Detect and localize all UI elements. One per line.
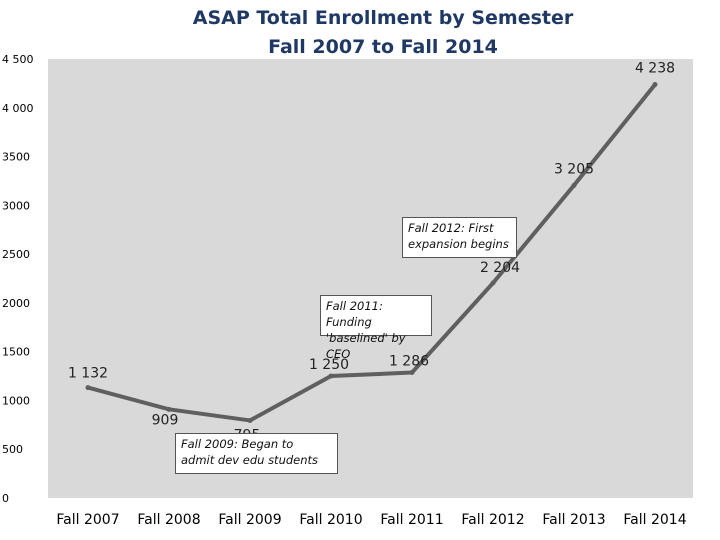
y-tick-label: 3000 <box>2 199 30 212</box>
annotation-fall-2012-line-2: expansion begins <box>408 237 509 251</box>
y-tick-label: 0 <box>2 492 9 505</box>
annotation-fall-2009-line-1: Fall 2009: Began to <box>181 437 294 451</box>
y-tick-label: 2500 <box>2 248 30 261</box>
annotation-fall-2009: Fall 2009: Began to admit dev edu studen… <box>175 433 338 474</box>
data-point <box>490 280 496 286</box>
data-point <box>166 406 172 412</box>
x-tick-label: Fall 2007 <box>56 512 119 528</box>
data-label: 1 132 <box>68 366 108 382</box>
chart-title-line-1: ASAP Total Enrollment by Semester <box>193 7 574 29</box>
y-tick-label: 1000 <box>2 394 30 407</box>
x-tick-label: Fall 2012 <box>461 512 524 528</box>
x-axis: Fall 2007 Fall 2008 Fall 2009 Fall 2010 Fall… <box>56 512 686 528</box>
annotation-fall-2012-line-1: Fall 2012: First <box>408 221 494 235</box>
plot-area <box>48 59 693 498</box>
y-tick-label: 1500 <box>2 346 30 359</box>
y-tick-label: 4 500 <box>2 53 34 66</box>
annotation-fall-2011-line-2: 'baselined' by CEO <box>326 331 406 361</box>
data-label: 1 286 <box>389 354 429 370</box>
annotation-fall-2011-line-1: Fall 2011: Funding <box>326 299 383 329</box>
data-label: 1 250 <box>309 357 349 373</box>
data-point <box>328 373 334 379</box>
data-label: 4 238 <box>635 61 675 77</box>
x-tick-label: Fall 2008 <box>137 512 200 528</box>
data-point <box>571 182 577 188</box>
y-tick-label: 3500 <box>2 151 30 164</box>
data-point <box>85 385 91 391</box>
annotation-fall-2009-line-2: admit dev edu students <box>181 453 319 467</box>
x-tick-label: Fall 2009 <box>218 512 281 528</box>
x-tick-label: Fall 2013 <box>542 512 605 528</box>
series-line <box>86 82 657 423</box>
x-tick-label: Fall 2010 <box>299 512 362 528</box>
data-label: 3 205 <box>554 161 594 177</box>
data-point <box>652 82 658 88</box>
annotation-fall-2012: Fall 2012: First expansion begins <box>402 217 517 258</box>
y-tick-label: 2000 <box>2 297 30 310</box>
data-label: 2 204 <box>480 260 520 276</box>
data-label: 909 <box>152 412 179 428</box>
y-tick-label: 4 000 <box>2 102 34 115</box>
data-point <box>409 370 415 376</box>
y-axis: 0 500 1000 1500 2000 2500 3000 3500 4 000 4 500 <box>2 53 34 505</box>
x-tick-label: Fall 2014 <box>623 512 686 528</box>
x-tick-label: Fall 2011 <box>380 512 443 528</box>
data-point <box>247 417 253 423</box>
enrollment-series <box>85 82 658 423</box>
y-tick-label: 500 <box>2 443 23 456</box>
chart-title-line-2: Fall 2007 to Fall 2014 <box>268 36 498 58</box>
annotation-fall-2011: Fall 2011: Funding 'baselined' by CEO <box>320 295 432 361</box>
